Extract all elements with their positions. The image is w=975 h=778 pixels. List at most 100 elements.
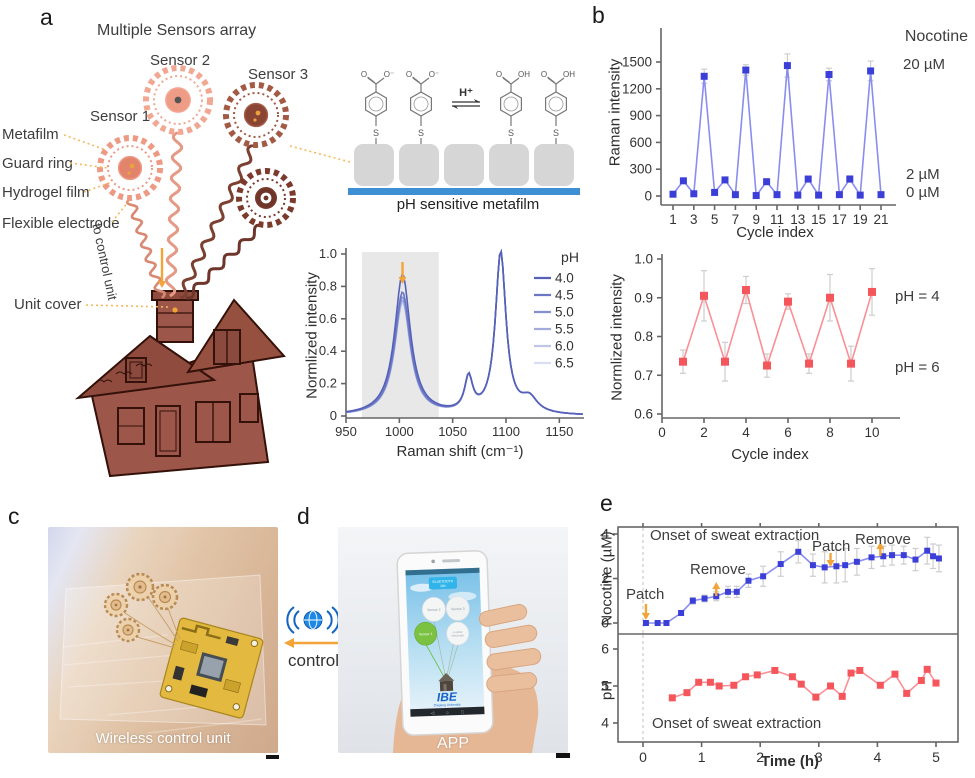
sensor1-label: Sensor 1	[90, 108, 151, 125]
data-point	[742, 66, 750, 74]
callout-guard-ring: Guard ring	[2, 155, 73, 172]
app-balloons[interactable]: Sensor 2 Sensor 3 Sensor 1 counter elect…	[413, 596, 470, 646]
data-point	[700, 291, 708, 300]
gear-traces	[124, 596, 181, 649]
app-house-icon	[438, 672, 455, 692]
panel-b-label: b	[592, 2, 605, 28]
nav-home-icon[interactable]: ○	[446, 710, 449, 715]
molecule-minus	[409, 76, 433, 144]
raman-spectra-chart: 950 1000 1050 1100 1150 0 0.2 0.4 0.6 0.8 1.0 pH 4.0…	[319, 246, 584, 439]
svg-text:15: 15	[811, 212, 826, 227]
svg-text:0.8: 0.8	[319, 278, 337, 293]
svg-text:O: O	[361, 70, 367, 79]
data-point	[903, 689, 911, 697]
panel-a-label: a	[40, 4, 53, 30]
svg-text:10: 10	[864, 425, 879, 440]
data-series	[642, 536, 942, 626]
data-point	[771, 666, 779, 674]
svg-text:0.8: 0.8	[634, 329, 653, 344]
data-point	[809, 562, 816, 569]
sensor-gear	[143, 65, 213, 135]
balloon-sensor3-label: Sensor 3	[451, 607, 465, 611]
svg-text:1050: 1050	[438, 424, 467, 439]
phone-camera	[431, 559, 435, 564]
data-point	[794, 191, 802, 199]
data-point	[930, 553, 937, 560]
data-point	[838, 692, 846, 700]
control-label: control	[288, 651, 340, 670]
svg-text:5: 5	[932, 749, 940, 765]
svg-text:4: 4	[601, 715, 609, 731]
svg-text:4.0: 4.0	[555, 271, 574, 286]
svg-text:pH: pH	[561, 249, 579, 265]
nicotine-0um: 0 µM	[906, 184, 940, 201]
svg-text:19: 19	[853, 212, 868, 227]
sensor-wire	[125, 197, 167, 299]
raman-ylabel: Normlized intensity	[303, 272, 321, 399]
pcb-board	[159, 617, 264, 719]
svg-text:13: 13	[790, 212, 805, 227]
cycles2-ylabel: Normlized intensity	[608, 274, 626, 401]
sweat-bottom-ylabel: pH	[598, 680, 616, 701]
sensor-gear	[97, 135, 163, 201]
bluetooth-button[interactable]	[428, 576, 458, 590]
nav-recent-icon[interactable]: □	[461, 709, 464, 714]
raman-axes	[341, 248, 584, 423]
svg-text:S: S	[418, 128, 424, 138]
svg-text:2: 2	[756, 749, 764, 765]
data-point	[847, 669, 855, 677]
svg-text:1500: 1500	[622, 55, 652, 70]
nav-back-icon[interactable]: ◁	[431, 710, 435, 715]
data-point	[856, 666, 864, 674]
cycles2-xlabel: Cycle index	[731, 446, 809, 463]
svg-text:600: 600	[629, 135, 652, 150]
data-point	[733, 588, 740, 595]
data-point	[833, 563, 840, 570]
ph4-label: pH = 4	[895, 288, 940, 305]
svg-text:1: 1	[698, 749, 706, 765]
app-caption: APP	[436, 735, 469, 752]
chemistry-schematic: O O⁻ S O O⁻ S O OH S O OH S H⁺	[348, 70, 580, 195]
data-point	[923, 665, 931, 673]
data-series	[679, 268, 876, 382]
data-point	[815, 191, 823, 199]
data-point	[663, 620, 670, 626]
metafilm-substrate	[348, 188, 580, 195]
wifi-globe-icon	[286, 606, 340, 634]
app-logo-sub: Zhejiang University	[434, 702, 462, 707]
svg-text:8: 8	[826, 425, 834, 440]
data-point	[731, 191, 739, 199]
data-point	[868, 287, 876, 296]
phone-navbar[interactable]	[410, 706, 485, 717]
svg-text:300: 300	[629, 162, 652, 177]
cycles1-xlabel: Cycle index	[736, 224, 814, 241]
wireless-control-link-icon	[284, 606, 340, 648]
data-point	[826, 293, 834, 302]
svg-text:6: 6	[601, 641, 609, 657]
data-point	[877, 191, 885, 199]
bluetooth-button-line1: BLUETOOTH	[432, 579, 453, 584]
patch2-annotation: Patch	[812, 538, 851, 555]
sensor3-label: Sensor 3	[248, 66, 309, 83]
svg-text:1150: 1150	[545, 424, 573, 439]
data-point	[690, 190, 698, 198]
sensor-gears-photo	[103, 572, 179, 643]
data-point	[668, 694, 676, 702]
data-point	[795, 548, 802, 555]
data-point	[752, 192, 760, 200]
data-point	[784, 297, 792, 306]
sensor-wire	[164, 130, 184, 298]
data-point	[654, 620, 661, 626]
sensor-wire	[186, 223, 262, 300]
app-photo-art: BLUETOOTH ON Sensor 2 Sensor 3 Sensor 1 …	[393, 550, 542, 753]
data-point	[783, 62, 791, 70]
metafilm-block	[354, 144, 394, 186]
molecule-acid	[545, 76, 567, 144]
data-point	[935, 555, 942, 562]
data-series	[669, 53, 885, 200]
svg-text:1100: 1100	[492, 424, 520, 439]
svg-text:O⁻: O⁻	[429, 70, 439, 79]
data-point	[669, 190, 677, 198]
